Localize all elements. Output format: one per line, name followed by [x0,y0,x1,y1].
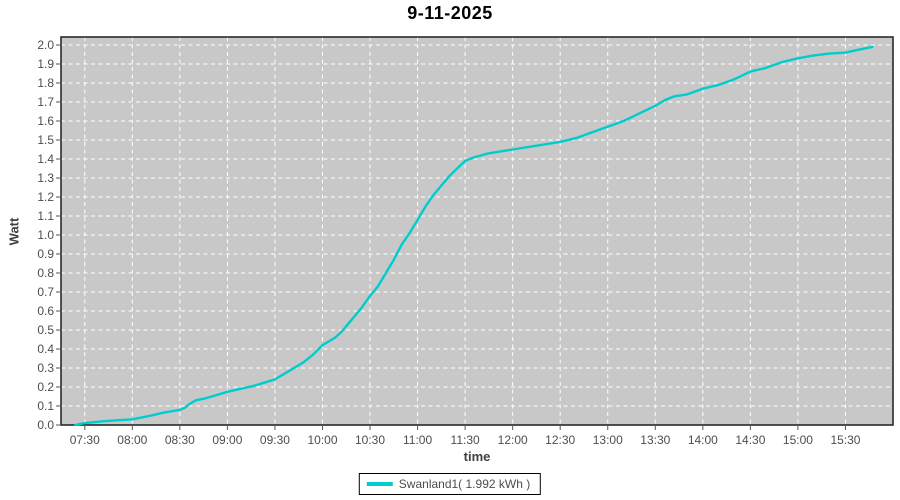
x-tick-label: 10:00 [307,433,338,447]
plot-frame [60,36,894,426]
y-tick-label: 1.6 [37,114,54,128]
x-tick-label: 08:30 [164,433,195,447]
x-tick-label: 15:30 [830,433,861,447]
series-line-swanland1 [74,45,874,427]
x-tick-label: 07:30 [69,433,100,447]
x-tick-label: 13:30 [640,433,671,447]
y-tick-label: 1.9 [37,57,54,71]
x-tick-label: 10:30 [355,433,386,447]
y-axis-title: Watt [6,217,22,246]
y-tick-label: 2.0 [37,38,54,52]
x-tick-label: 15:00 [782,433,813,447]
y-tick-label: 1.7 [37,95,54,109]
y-tick-label: 0.6 [37,304,54,318]
y-tick-label: 1.8 [37,76,54,90]
y-tick-label: 0.8 [37,266,54,280]
x-tick-label: 11:30 [450,433,480,447]
y-tick-label: 1.0 [37,228,54,242]
y-tick-label: 0.2 [37,380,54,394]
legend: Swanland1( 1.992 kWh ) [358,473,542,495]
x-tick-label: 12:30 [545,433,576,447]
y-tick-label: 0.5 [37,323,54,337]
y-tick-label: 0.7 [37,285,54,299]
y-tick-label: 1.3 [37,171,54,185]
x-tick-label: 12:00 [497,433,528,447]
y-tick-label: 0.1 [37,399,54,413]
x-tick-label: 09:00 [212,433,243,447]
y-tick-label: 0.4 [37,342,54,356]
x-tick-label: 11:00 [402,433,433,447]
legend-line-swatch [366,482,393,486]
x-tick-label: 14:00 [687,433,718,447]
x-tick-label: 14:30 [735,433,766,447]
x-axis-title: time [463,449,491,464]
y-tick-label: 0.9 [37,247,54,261]
x-tick-label: 13:00 [592,433,623,447]
plot-background [61,37,893,425]
y-tick-label: 1.5 [37,133,54,147]
chart-title: 9-11-2025 [407,3,493,23]
legend-label: Swanland1( 1.992 kWh ) [398,477,531,491]
y-tick-label: 1.4 [37,152,54,166]
y-tick-label: 1.1 [37,209,54,223]
y-tick-label: 1.2 [37,190,54,204]
y-tick-label: 0.3 [37,361,54,375]
x-tick-label: 09:30 [259,433,290,447]
y-tick-label: 0.0 [37,418,54,432]
x-tick-label: 08:00 [117,433,148,447]
